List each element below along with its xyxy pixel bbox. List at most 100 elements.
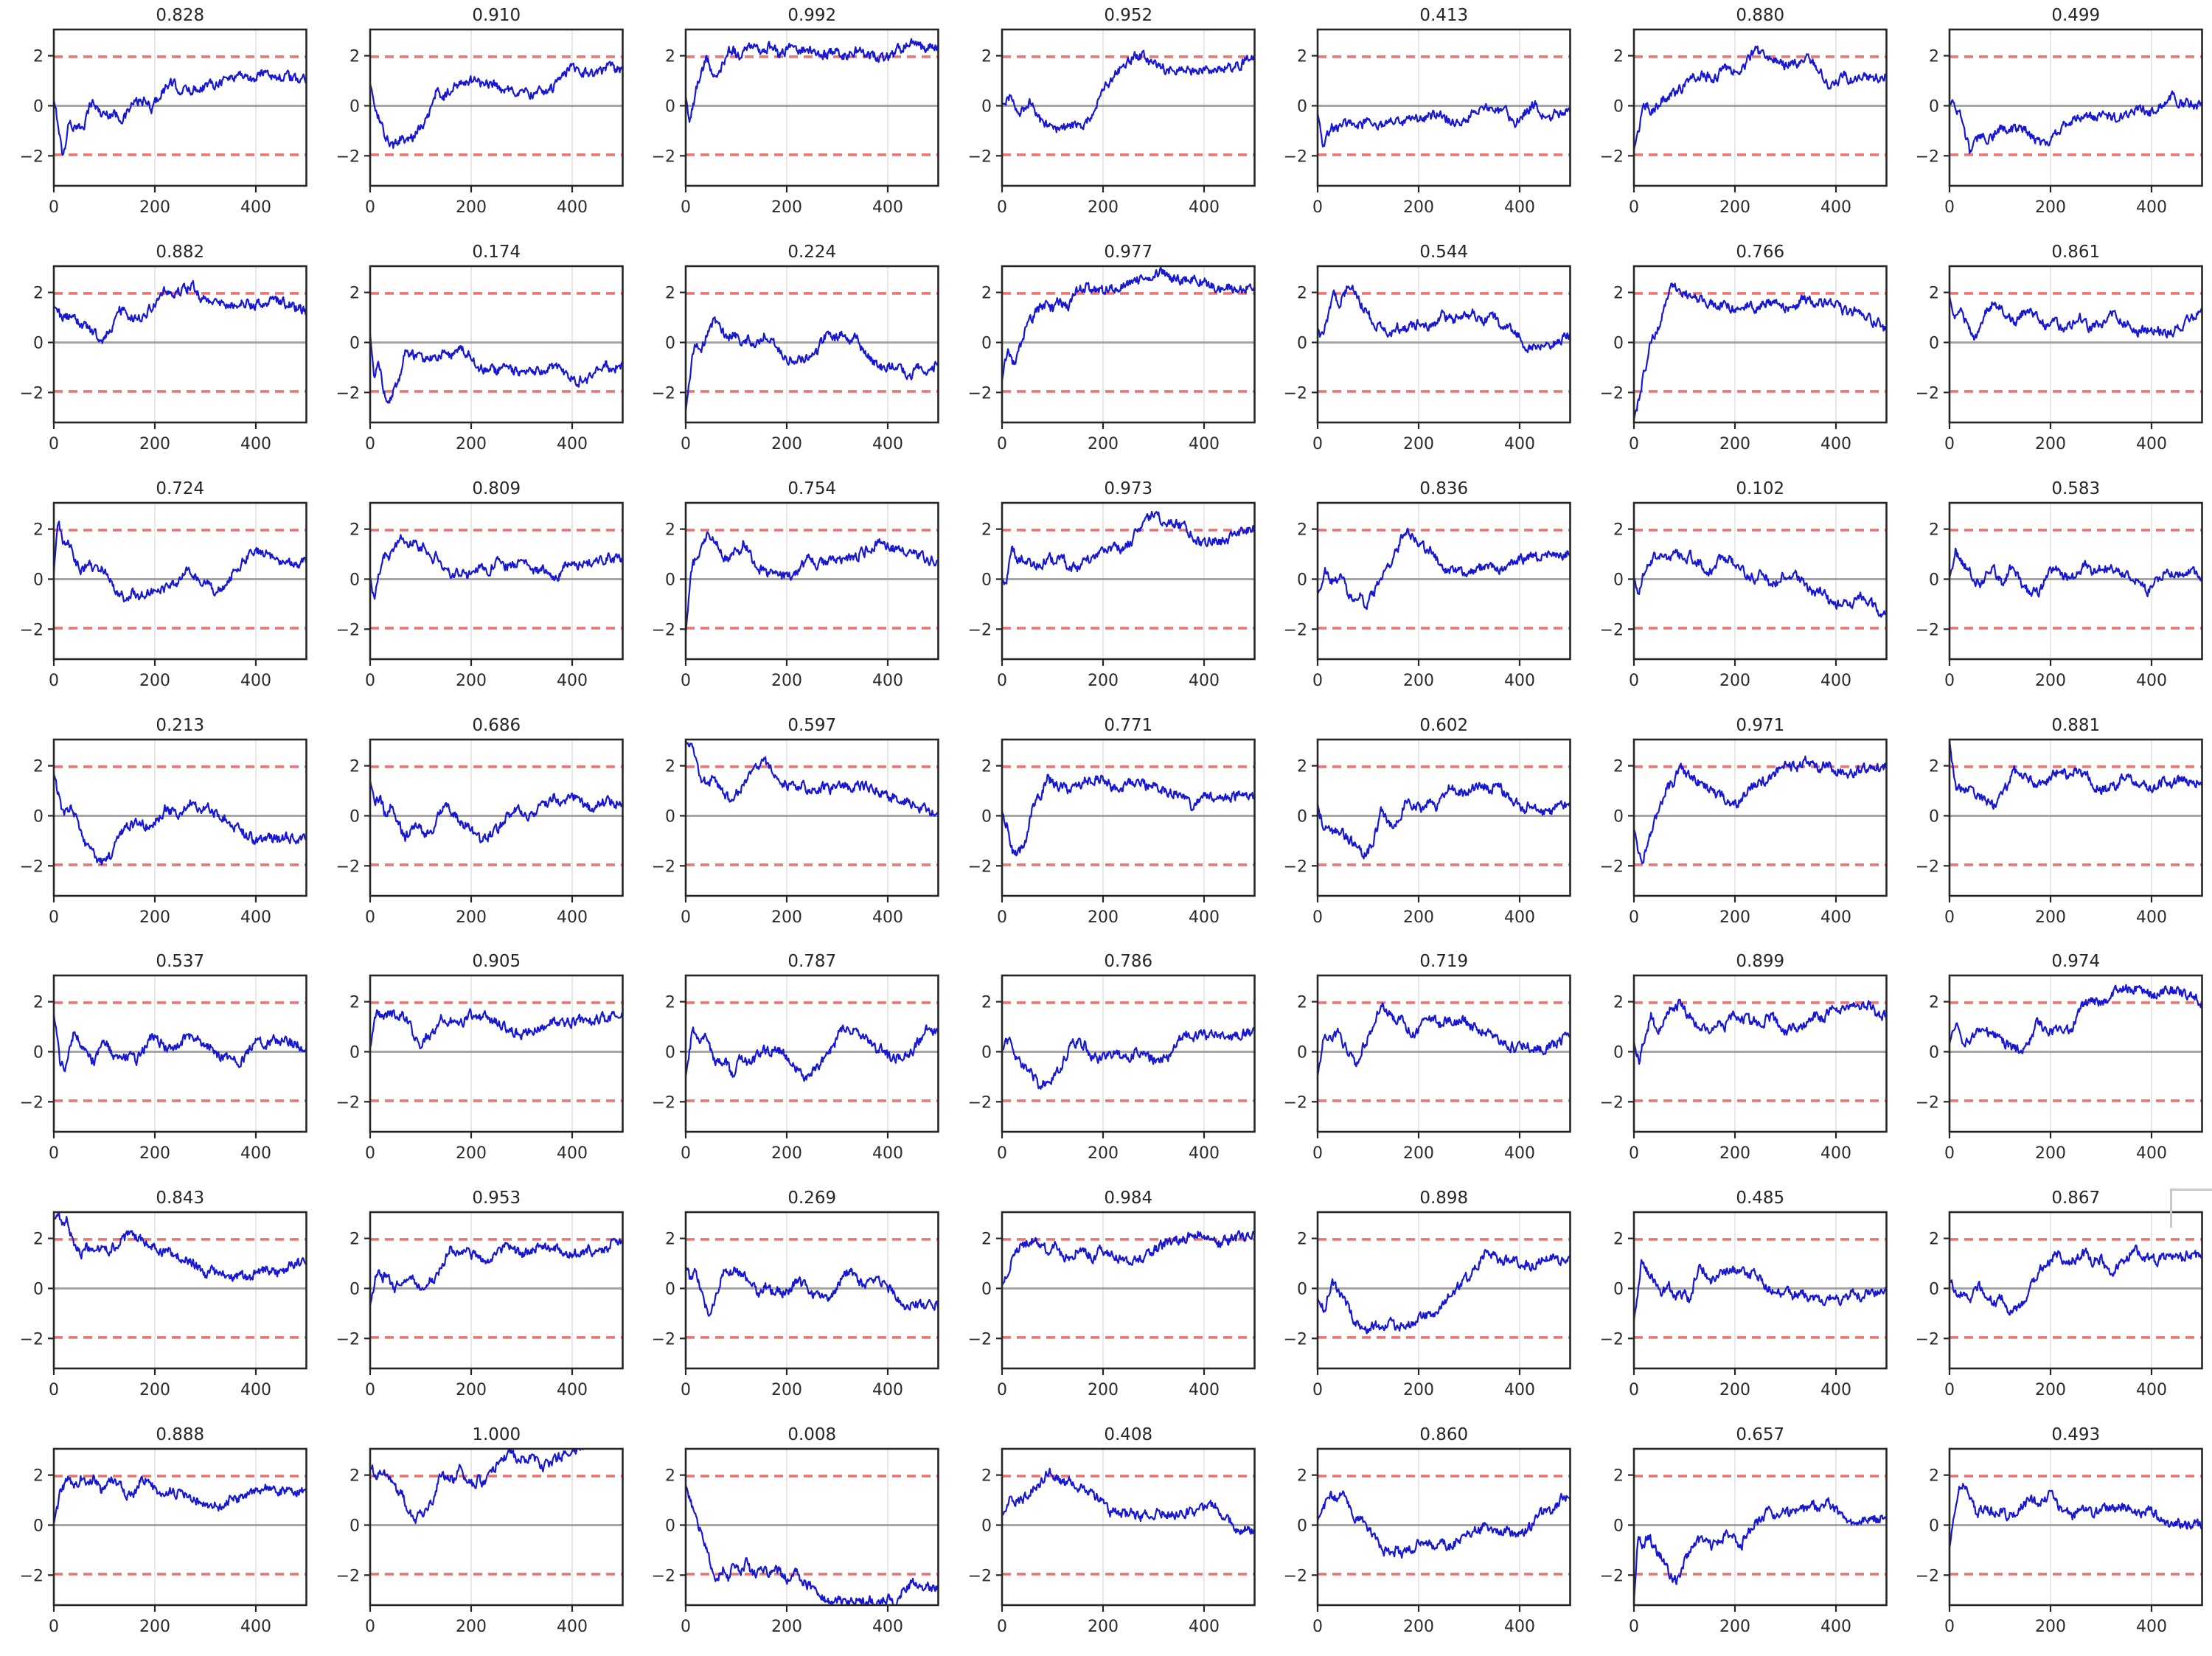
subplot-cell: 2 0 −2 0 200 400 0.843 [0,1183,316,1419]
x-tick-label: 400 [1189,1381,1220,1399]
subplot-title: 0.992 [787,6,836,25]
x-tick-label: 400 [1820,435,1851,453]
x-tick-label: 0 [49,672,59,690]
subplot-title: 0.102 [1736,479,1784,498]
series-line [1318,527,1571,610]
subplot-cell: 2 0 −2 0 200 400 0.485 [1580,1183,1896,1419]
x-tick-label: 0 [997,908,1007,927]
y-tick-label: −2 [335,1567,359,1585]
y-tick-label: −2 [335,147,359,166]
y-tick-label: 0 [349,1281,360,1299]
x-tick-label: 400 [240,908,271,927]
subplot-title: 0.880 [1736,6,1784,25]
subplot-title: 0.224 [787,243,836,262]
x-tick-label: 200 [771,435,802,453]
x-tick-label: 0 [365,1618,375,1636]
x-tick-label: 200 [771,908,802,927]
x-tick-label: 0 [1629,1381,1639,1399]
y-tick-label: 2 [981,757,992,776]
subplot-title: 0.724 [156,479,204,498]
subplot-cell: 2 0 −2 0 200 400 0.602 [1264,710,1580,947]
subplot-cell: 2 0 −2 0 200 400 0.984 [948,1183,1265,1419]
subplot-title: 0.973 [1104,479,1152,498]
y-tick-label: 0 [1297,1281,1307,1299]
x-tick-label: 0 [365,1144,375,1163]
y-tick-label: 2 [1613,1231,1624,1249]
y-tick-label: 0 [1297,334,1307,352]
subplot-title: 0.544 [1420,243,1469,262]
series-line [1001,773,1255,856]
x-tick-label: 200 [456,1618,487,1636]
x-tick-label: 0 [681,1144,691,1163]
x-tick-label: 0 [681,908,691,927]
y-tick-label: 0 [349,1517,360,1536]
y-tick-label: 2 [1613,1467,1624,1486]
y-tick-label: −2 [1916,384,1939,403]
series-line [686,531,939,636]
x-tick-label: 400 [872,198,903,217]
series-line [1950,984,2202,1055]
x-tick-label: 400 [1189,435,1220,453]
x-tick-label: 0 [365,672,375,690]
subplot-title: 0.408 [1104,1425,1152,1444]
subplot-title: 0.597 [787,716,836,735]
subplot: 2 0 −2 0 200 400 0.499 [1916,6,2204,217]
x-tick-label: 200 [1403,672,1434,690]
series-line [1950,547,2202,598]
subplot: 2 0 −2 0 200 400 0.269 [652,1189,939,1399]
series-line [53,69,307,156]
y-tick-label: 0 [33,807,44,826]
series-line [1950,1483,2202,1548]
x-tick-label: 0 [997,1618,1007,1636]
subplot-title: 0.867 [2052,1189,2101,1208]
subplot: 2 0 −2 0 200 400 0.786 [967,952,1256,1163]
x-tick-label: 400 [240,1144,271,1163]
y-tick-label: 0 [665,807,675,826]
series-line [686,38,939,123]
plot-frame [1316,975,1572,1133]
y-tick-label: 0 [1297,97,1307,116]
x-tick-label: 400 [240,1381,271,1399]
subplot-title: 0.888 [156,1425,204,1444]
subplot-title: 0.537 [156,952,204,971]
x-tick-label: 200 [2035,672,2066,690]
x-tick-label: 0 [1629,435,1639,453]
y-tick-label: 0 [1929,807,1939,826]
series-line [1318,1002,1571,1076]
x-tick-label: 200 [2035,435,2066,453]
y-tick-label: 2 [981,284,992,302]
plot-frame [52,28,307,187]
y-tick-label: −2 [1916,621,1939,639]
y-tick-label: 0 [1613,334,1624,352]
y-tick-label: −2 [652,621,675,639]
y-tick-label: 2 [1929,994,1939,1012]
x-tick-label: 0 [1312,1618,1323,1636]
y-tick-label: 2 [33,757,44,776]
series-line [1001,1467,1255,1536]
plot-frame [369,265,624,424]
subplot: 2 0 −2 0 200 400 0.008 [652,1425,939,1636]
plot-frame [369,738,624,897]
x-tick-label: 400 [872,1144,903,1163]
x-tick-label: 400 [2136,1618,2167,1636]
subplot: 2 0 −2 0 200 400 0.992 [652,6,939,217]
x-tick-label: 400 [1820,908,1851,927]
y-tick-label: 0 [1297,1517,1307,1536]
series-line [1001,510,1255,585]
x-tick-label: 200 [1088,1144,1119,1163]
plot-frame [684,1447,939,1607]
y-tick-label: 2 [33,48,44,66]
y-tick-label: −2 [1599,857,1623,876]
y-tick-label: −2 [335,1331,359,1349]
subplot-cell: 2 0 −2 0 200 400 0.952 [948,0,1265,237]
subplot: 2 0 −2 0 200 400 0.408 [967,1425,1256,1636]
y-tick-label: 2 [349,284,360,302]
x-tick-label: 200 [139,1144,170,1163]
y-tick-label: 2 [981,521,992,539]
y-tick-label: 2 [1297,757,1307,776]
plot-frame [52,265,307,424]
y-tick-label: 2 [1297,284,1307,302]
subplot: 2 0 −2 0 200 400 0.583 [1916,479,2204,690]
x-tick-label: 200 [1719,908,1750,927]
